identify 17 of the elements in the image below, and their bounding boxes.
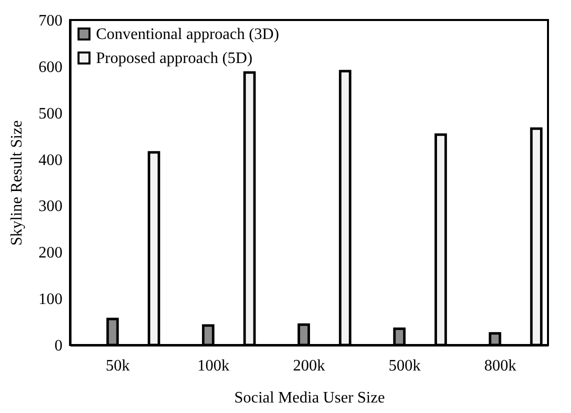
y-tick-label: 400 xyxy=(38,152,62,169)
y-tick-label: 200 xyxy=(38,244,62,262)
legend-label: Proposed approach (5D) xyxy=(96,50,252,67)
legend-label: Conventional approach (3D) xyxy=(96,26,280,43)
y-tick-label: 100 xyxy=(38,291,62,308)
y-tick-label: 0 xyxy=(54,338,62,354)
x-axis-title: Social Media User Size xyxy=(234,390,385,406)
x-tick-label: 200k xyxy=(293,358,325,374)
y-tick-label: 300 xyxy=(38,198,62,216)
y-tick-label: 600 xyxy=(38,58,62,76)
x-tick-label: 800k xyxy=(484,358,516,374)
y-axis-title: Skyline Result Size xyxy=(8,120,26,246)
y-tick-label: 700 xyxy=(38,12,62,30)
x-tick-label: 500k xyxy=(388,358,421,374)
x-tick-label: 100k xyxy=(197,358,230,374)
x-tick-label: 50k xyxy=(106,358,130,374)
y-tick-label: 500 xyxy=(38,105,62,122)
